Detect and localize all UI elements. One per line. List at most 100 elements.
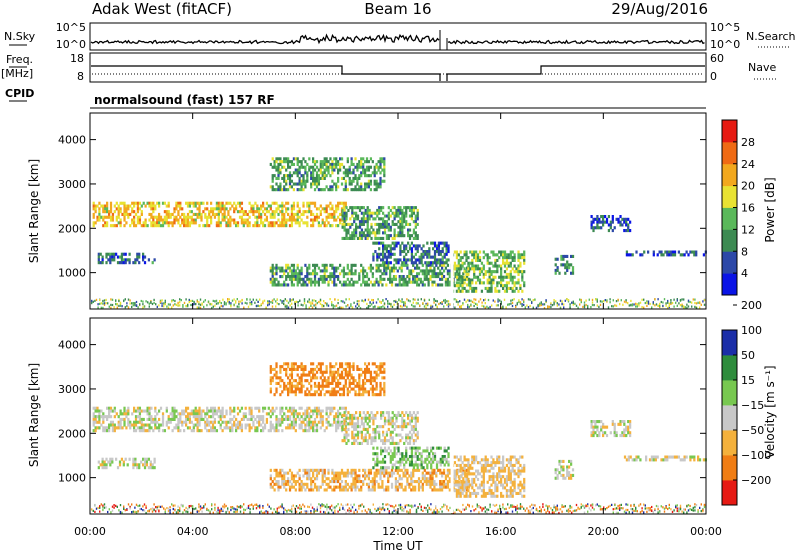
echo-cell: [484, 466, 487, 470]
echo-cell: [490, 461, 493, 465]
echo-cell: [355, 422, 358, 426]
echo-cell: [341, 211, 344, 215]
echo-cell: [358, 185, 361, 189]
echo-cell: [341, 214, 344, 218]
echo-cell: [104, 215, 107, 219]
echo-cell: [119, 417, 122, 421]
echo-cell: [246, 417, 249, 421]
echo-cell: [306, 423, 309, 427]
echo-cell: [148, 212, 151, 216]
echo-cell: [369, 157, 373, 161]
echo-cell: [389, 272, 392, 276]
echo-cell: [281, 165, 284, 169]
speckle-cell: [347, 304, 349, 307]
echo-cell: [349, 206, 352, 210]
echo-cell: [459, 469, 462, 473]
echo-cell: [269, 185, 272, 189]
echo-cell: [150, 212, 153, 216]
echo-cell: [288, 426, 292, 430]
echo-cell: [287, 207, 290, 211]
echo-cell: [419, 269, 423, 273]
speckle-cell: [108, 305, 110, 308]
echo-cell: [446, 283, 450, 287]
echo-cell: [568, 263, 571, 267]
echo-cell: [367, 488, 371, 492]
echo-cell: [505, 489, 509, 493]
echo-cell: [473, 458, 476, 462]
echo-cell: [331, 468, 334, 472]
echo-cell: [292, 275, 296, 279]
echo-cell: [117, 415, 120, 419]
echo-cell: [463, 253, 466, 257]
echo-cell: [92, 215, 95, 219]
echo-cell: [496, 270, 499, 274]
echo-cell: [403, 244, 406, 248]
echo-cell: [382, 430, 385, 434]
echo-cell: [310, 468, 313, 472]
echo-cell: [262, 426, 265, 430]
echo-cell: [362, 188, 365, 192]
echo-cell: [140, 423, 143, 427]
echo-cell: [380, 411, 383, 415]
echo-cell: [496, 281, 499, 285]
echo-cell: [408, 244, 412, 248]
echo-cell: [444, 280, 448, 284]
echo-cell: [283, 221, 286, 225]
echo-cell: [221, 207, 224, 211]
echo-cell: [410, 416, 414, 420]
speckle-cell: [238, 305, 240, 308]
echo-cell: [463, 486, 466, 490]
echo-cell: [288, 406, 292, 410]
echo-cell: [447, 250, 450, 254]
echo-cell: [335, 415, 338, 419]
echo-cell: [341, 236, 344, 240]
echo-cell: [142, 224, 145, 228]
echo-cell: [360, 188, 363, 192]
echo-cell: [498, 472, 501, 476]
speckle-cell: [476, 303, 478, 306]
echo-cell: [393, 244, 396, 248]
speckle-cell: [147, 301, 149, 304]
speckle-cell: [433, 298, 435, 301]
echo-cell: [652, 253, 655, 257]
speckle-cell: [659, 304, 661, 308]
echo-cell: [609, 226, 612, 230]
echo-cell: [125, 426, 128, 430]
echo-cell: [273, 429, 276, 433]
echo-cell: [391, 220, 394, 224]
echo-cell: [476, 477, 480, 481]
echo-cell: [352, 485, 355, 489]
echo-cell: [407, 433, 410, 437]
echo-cell: [607, 229, 611, 233]
echo-cell: [206, 207, 209, 211]
echo-cell: [283, 480, 286, 484]
echo-cell: [342, 275, 346, 279]
speckle-cell: [142, 303, 144, 306]
echo-cell: [360, 485, 363, 489]
echo-cell: [158, 215, 161, 219]
echo-cell: [387, 263, 390, 267]
echo-cell: [507, 477, 510, 481]
speckle-cell: [163, 305, 165, 308]
echo-cell: [519, 253, 522, 257]
echo-cell: [404, 277, 407, 281]
speckle-cell: [243, 306, 245, 309]
echo-cell: [410, 433, 414, 437]
echo-cell: [369, 266, 373, 270]
echo-cell: [277, 485, 280, 489]
echo-cell: [356, 214, 360, 218]
speckle-cell: [303, 302, 306, 305]
speckle-cell: [599, 303, 602, 306]
echo-cell: [198, 215, 201, 219]
echo-cell: [513, 258, 516, 262]
speckle-cell: [556, 304, 558, 307]
echo-cell: [233, 210, 236, 214]
echo-cell: [360, 441, 364, 445]
echo-cell: [473, 256, 476, 260]
echo-cell: [372, 258, 375, 262]
echo-cell: [269, 468, 272, 472]
echo-cell: [186, 412, 190, 416]
speckle-cell: [598, 305, 600, 308]
speckle-cell: [116, 303, 118, 306]
echo-cell: [310, 210, 313, 214]
